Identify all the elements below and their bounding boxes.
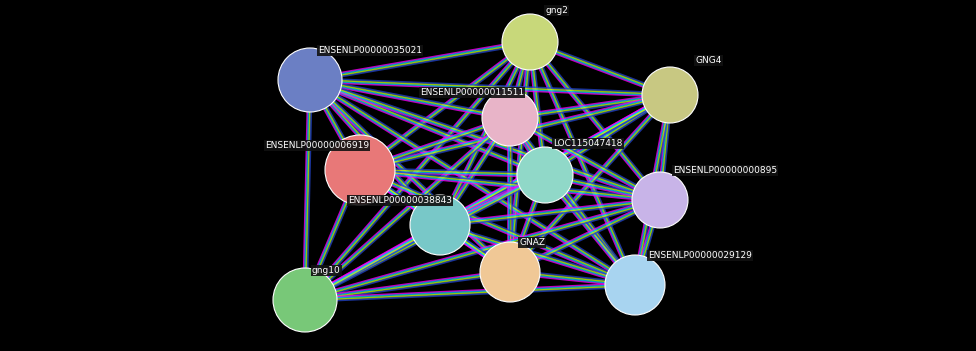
Circle shape <box>502 14 558 70</box>
Text: ENSENLP00000029129: ENSENLP00000029129 <box>648 251 752 260</box>
Text: GNAZ: GNAZ <box>519 238 545 247</box>
Text: ENSENLP00000038843: ENSENLP00000038843 <box>348 196 452 205</box>
Circle shape <box>482 90 538 146</box>
Text: ENSENLP00000011511: ENSENLP00000011511 <box>420 88 524 97</box>
Circle shape <box>605 255 665 315</box>
Text: ENSENLP00000000895: ENSENLP00000000895 <box>673 166 777 175</box>
Circle shape <box>642 67 698 123</box>
Circle shape <box>480 242 540 302</box>
Circle shape <box>632 172 688 228</box>
Circle shape <box>273 268 337 332</box>
Text: ENSENLP00000006919: ENSENLP00000006919 <box>265 141 369 150</box>
Text: gng10: gng10 <box>312 266 341 275</box>
Text: LOC115047418: LOC115047418 <box>553 139 623 148</box>
Circle shape <box>410 195 470 255</box>
Text: GNG4: GNG4 <box>695 56 721 65</box>
Circle shape <box>517 147 573 203</box>
Circle shape <box>278 48 342 112</box>
Text: gng2: gng2 <box>545 6 568 15</box>
Circle shape <box>325 135 395 205</box>
Text: ENSENLP00000035021: ENSENLP00000035021 <box>318 46 422 55</box>
